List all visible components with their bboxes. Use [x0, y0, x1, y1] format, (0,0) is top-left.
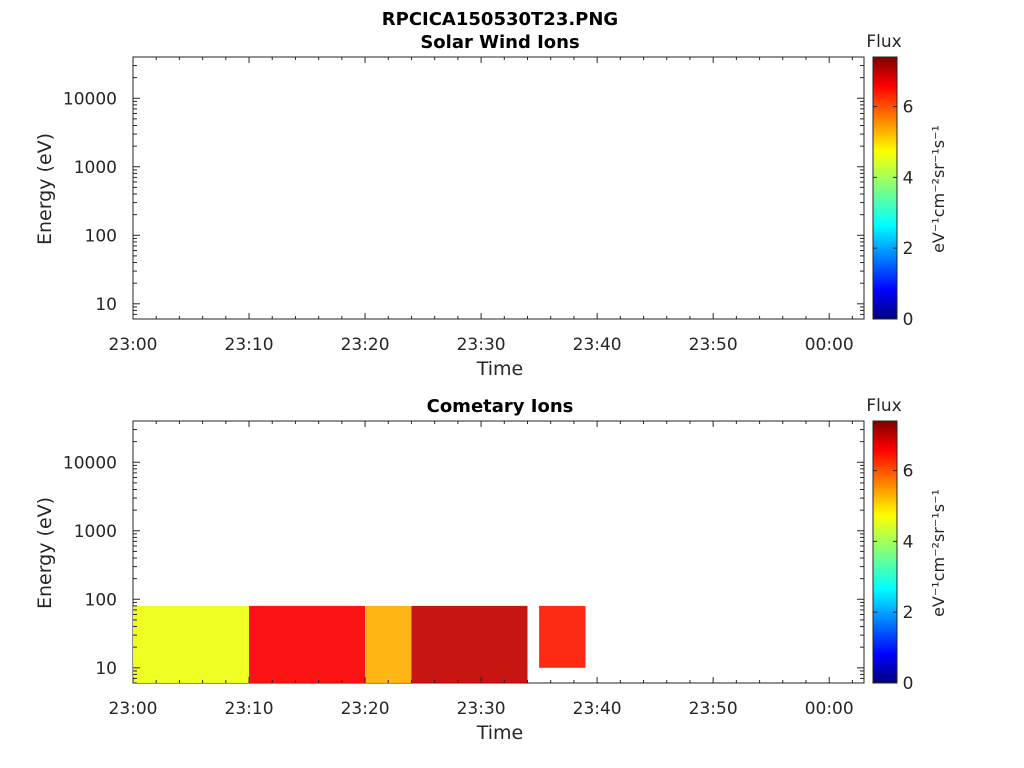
y-tick-label: 10000: [63, 89, 117, 109]
heatmap-data-cometary: [133, 605, 586, 683]
x-tick-label: 23:40: [573, 699, 622, 719]
colorbar-tick-label: 4: [903, 532, 914, 552]
heatmap-block: [539, 605, 586, 668]
colorbar-tick-label: 0: [903, 674, 914, 694]
x-tick-label: 23:10: [225, 699, 274, 719]
panel-title-cometary: Cometary Ions: [427, 396, 574, 417]
colorbar-unit-solar-wind: eV⁻¹cm⁻²sr⁻¹s⁻¹: [929, 125, 948, 253]
y-tick-label: 10: [95, 659, 117, 679]
heatmap-block: [249, 605, 365, 683]
heatmap-block: [133, 605, 249, 683]
x-tick-label: 23:00: [109, 335, 158, 355]
panel-solar-wind: Solar Wind Ions 23:00 23:10 23:20 23:30 23:4…: [34, 32, 948, 380]
colorbar-tick-label: 6: [903, 462, 914, 482]
axis-ticks-cometary: 23:00 23:10 23:20 23:30 23:40 23:50 00:00 10 100…: [63, 420, 864, 719]
panel-cometary: Cometary Ions 23:00 23:10 23:20 23:30 23:40 2…: [34, 396, 948, 744]
y-tick-label: 100: [85, 590, 117, 610]
colorbar-ticks-solar-wind: 0 2 4 6: [873, 98, 913, 330]
x-tick-label: 23:20: [341, 699, 390, 719]
colorbar-solar-wind: [872, 56, 898, 320]
axis-ticks-solar-wind: 23:00 23:10 23:20 23:30 23:40 23:50 00:00 10 100…: [63, 56, 864, 355]
y-tick-label: 10: [95, 295, 117, 315]
x-tick-label: 00:00: [805, 699, 854, 719]
x-axis-label-cometary: Time: [476, 722, 524, 744]
x-tick-label: 23:00: [109, 699, 158, 719]
heatmap-block: [365, 605, 412, 683]
colorbar-cometary: [872, 420, 898, 684]
y-tick-label: 10000: [63, 453, 117, 473]
x-tick-label: 23:10: [225, 335, 274, 355]
colorbar-tick-label: 4: [903, 168, 914, 188]
figure-title: RPCICA150530T23.PNG: [382, 9, 618, 30]
x-tick-label: 23:30: [457, 699, 506, 719]
y-axis-label-cometary: Energy (eV): [34, 497, 56, 609]
x-tick-label: 00:00: [805, 335, 854, 355]
heatmap-block: [411, 605, 528, 683]
colorbar-tick-label: 0: [903, 310, 914, 330]
x-tick-label: 23:20: [341, 335, 390, 355]
x-tick-label: 23:50: [689, 335, 738, 355]
colorbar-title-cometary: Flux: [866, 396, 901, 416]
x-tick-label: 23:40: [573, 335, 622, 355]
colorbar-unit-cometary: eV⁻¹cm⁻²sr⁻¹s⁻¹: [929, 489, 948, 617]
colorbar-tick-label: 2: [903, 603, 914, 623]
y-tick-label: 1000: [74, 158, 117, 178]
y-tick-label: 100: [85, 226, 117, 246]
plot-area-solar-wind: [132, 56, 865, 320]
colorbar-tick-label: 6: [903, 98, 914, 118]
x-axis-label-solar-wind: Time: [476, 358, 524, 380]
colorbar-title-solar-wind: Flux: [866, 32, 901, 52]
x-tick-label: 23:30: [457, 335, 506, 355]
y-tick-label: 1000: [74, 522, 117, 542]
x-tick-label: 23:50: [689, 699, 738, 719]
colorbar-ticks-cometary: 0 2 4 6: [873, 462, 913, 694]
y-axis-label-solar-wind: Energy (eV): [34, 133, 56, 245]
colorbar-tick-label: 2: [903, 239, 914, 259]
panel-title-solar-wind: Solar Wind Ions: [420, 32, 579, 53]
